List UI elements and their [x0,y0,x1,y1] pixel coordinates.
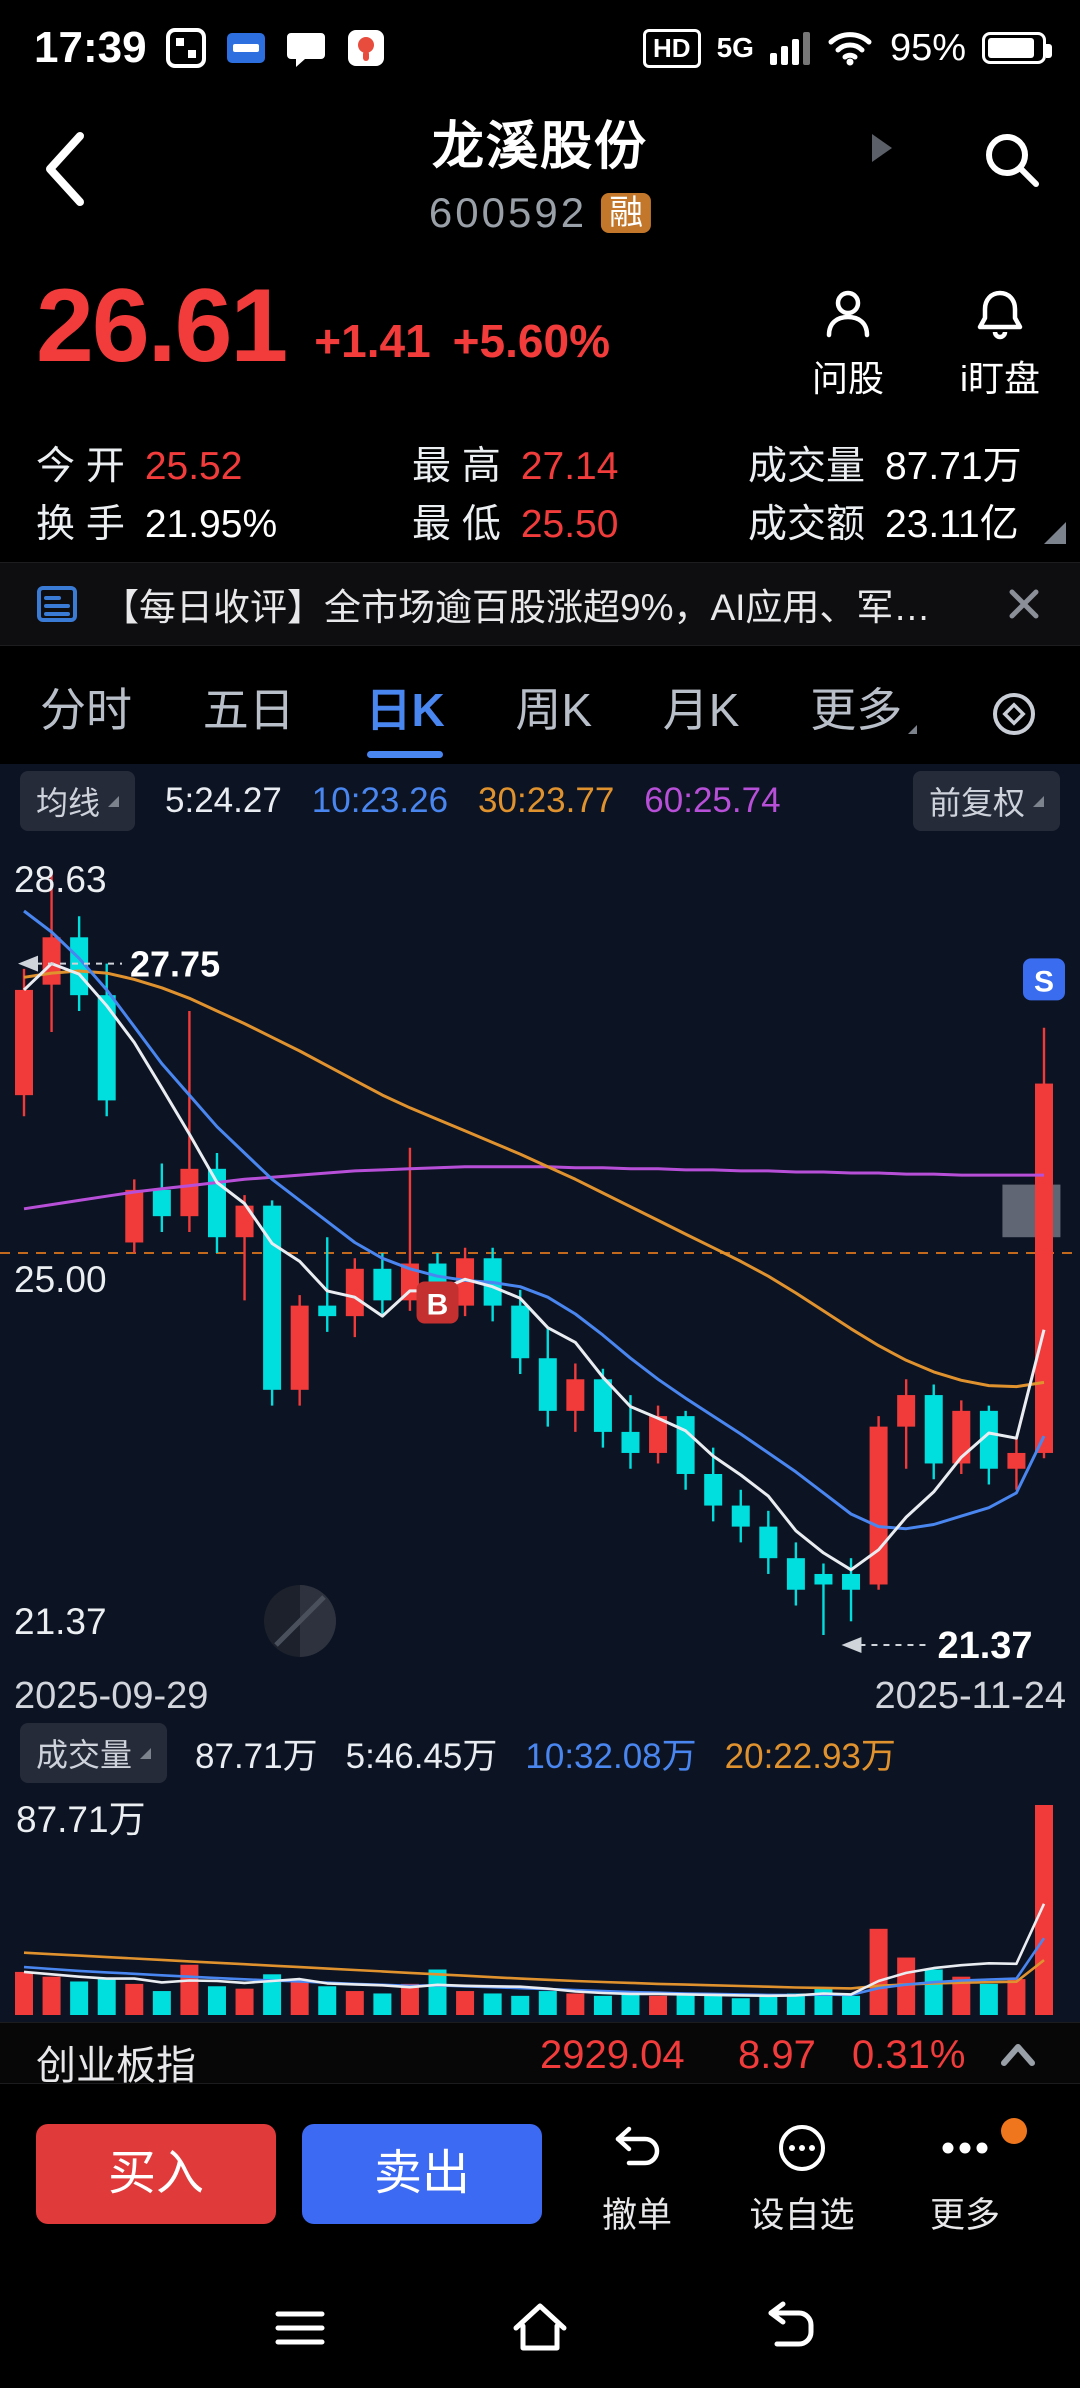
undo-icon [615,2126,660,2166]
price-change-pct: +5.60% [452,315,610,367]
tab-monthly-k[interactable]: 月K [662,684,740,736]
last-price: 26.61 [36,268,288,384]
date-end: 2025-11-24 [874,1675,1066,1717]
notification-app-icon-2 [225,27,267,69]
tab-weekly-k[interactable]: 周K [515,684,593,736]
tab-intraday[interactable]: 分时 [40,684,132,736]
index-value: 2929.04 [540,2033,685,2077]
svg-text:S: S [1034,965,1054,998]
stat-high: 最 高 27.14 [412,445,619,488]
index-name: 创业板指 [36,2044,196,2088]
price-axis-mid: 25.00 [14,1259,107,1300]
date-axis: 2025-09-29 2025-11-24 [0,1675,1080,1725]
battery-percent: 95% [889,26,966,69]
svg-text:21.37: 21.37 [937,1625,1032,1667]
news-ticker[interactable]: 【每日收评】全市场逾百股涨超9%，AI应用、军… [0,562,1080,646]
buy-button[interactable]: 买入 [36,2124,276,2224]
tab-5day[interactable]: 五日 [202,684,295,736]
notification-app-icon-1 [165,27,207,69]
ma5-legend: 5:24.27 [165,781,282,820]
circle-ellipsis-icon [779,2125,825,2171]
news-headline[interactable]: 【每日收评】全市场逾百股涨超9%，AI应用、军… [102,587,931,628]
margin-trading-badge: 融 [601,193,652,233]
ma-selector-button[interactable]: 均线 [20,771,136,831]
next-stock-icon[interactable] [872,134,892,162]
back-nav-icon[interactable] [757,2296,821,2360]
back-button[interactable] [34,126,94,212]
home-icon[interactable] [508,2296,572,2360]
stat-turnover-rate: 换 手 21.95% [36,503,278,546]
ma30-legend: 30:23.77 [478,781,615,820]
recents-menu-icon[interactable] [268,2296,332,2360]
cancel-order-button[interactable]: 撤单 [567,2120,707,2238]
battery-icon [982,32,1052,64]
ma60-legend: 60:25.74 [644,781,781,820]
volume-ma10-legend: 10:32.08万 [525,1736,697,1776]
notification-dot [1001,2118,1027,2144]
close-icon[interactable] [1002,582,1046,626]
candlestick-chart[interactable]: 27.75 21.37 B S 28.63 25.00 21.37 [0,845,1080,1675]
search-button[interactable] [980,128,1044,192]
status-bar: 17:39 HD 5G 95% [0,0,1080,96]
stat-volume: 成交量 87.71万 [748,445,1022,488]
add-watchlist-button[interactable]: 设自选 [712,2120,892,2238]
volume-total: 87.71万 [195,1736,318,1776]
period-tabs: 分时 五日 日K 周K 月K 更多 [0,664,1080,764]
quote-stats: 今 开 25.52 最 高 27.14 成交量 87.71万 换 手 21.95% 最 … [36,438,1066,554]
ask-stock-button[interactable]: 问股 [812,286,884,402]
volume-ma5-legend: 5:46.45万 [345,1736,498,1776]
stat-amount: 成交额 23.11亿 [748,503,1019,546]
wifi-icon [826,28,874,68]
tab-daily-k[interactable]: 日K [363,668,446,760]
index-change: 8.97 [738,2033,816,2077]
stats-expand-icon[interactable] [1044,522,1066,544]
trade-action-bar: 买入 卖出 撤单 设自选 更多 [0,2108,1080,2268]
adjust-mode-button[interactable]: 前复权 [912,771,1060,831]
stock-name: 龙溪股份 [431,118,648,176]
svg-text:27.75: 27.75 [130,944,220,985]
ellipsis-icon [942,2142,988,2154]
stat-open: 今 开 25.52 [36,445,243,488]
tab-more[interactable]: 更多 [808,668,919,760]
hd-badge: HD [643,28,701,68]
chevron-up-icon[interactable] [996,2035,1040,2073]
stock-code: 600592 [428,189,588,236]
network-type: 5G [716,32,754,63]
message-bubble-icon [285,27,327,69]
price-axis-min: 21.37 [14,1601,107,1642]
price-axis-max: 28.63 [14,859,107,900]
clock: 17:39 [34,23,147,72]
map-pin-icon [345,27,387,69]
ma10-legend: 10:23.26 [311,781,449,820]
stat-low: 最 低 25.50 [412,503,619,546]
more-button[interactable]: 更多 [895,2118,1035,2238]
title-bar: 龙溪股份 600592 融 [0,96,1080,268]
ma-legend-bar: 均线 5:24.27 10:23.26 30:23.77 60:25.74 前复… [0,770,1080,832]
price-change: +1.41 [314,315,431,367]
volume-axis-max: 87.71万 [16,1799,146,1840]
volume-indicator-button[interactable]: 成交量 [20,1723,168,1783]
volume-legend-bar: 成交量 87.71万 5:46.45万 10:32.08万 20:22.93万 [0,1723,1080,1783]
index-change-pct: 0.31% [852,2033,966,2077]
sell-button[interactable]: 卖出 [302,2124,542,2224]
chart-settings-icon[interactable] [986,686,1042,742]
news-icon [37,586,77,622]
svg-text:B: B [427,1288,449,1321]
date-start: 2025-09-29 [14,1675,209,1717]
index-summary-bar[interactable]: 创业板指 2929.04 8.97 0.31% [0,2022,1080,2088]
watch-alert-button[interactable]: i盯盘 [960,286,1040,402]
signal-strength-icon [769,31,810,65]
volume-chart[interactable]: 87.71万 [0,1781,1080,2021]
chart-region: 均线 5:24.27 10:23.26 30:23.77 60:25.74 前复… [0,764,1080,2022]
volume-ma20-legend: 20:22.93万 [724,1736,896,1776]
quote-panel: 26.61 +1.41 +5.60% 问股 i盯盘 今 开 25.52 最 高 27… [0,268,1080,558]
system-nav-bar [0,2280,1080,2388]
